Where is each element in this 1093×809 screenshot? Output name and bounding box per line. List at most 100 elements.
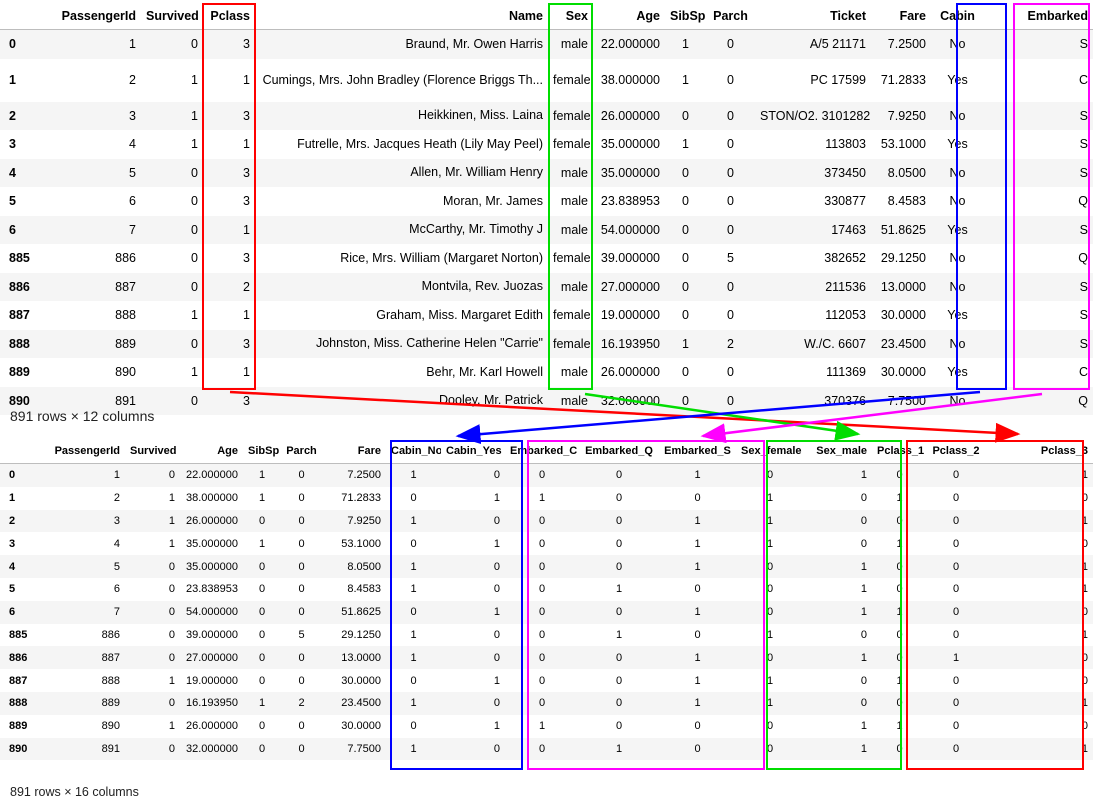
table-row: 1 2 1 38.000000 1 0 71.2833 0 1 1 0 0 1 0 1 0 0 xyxy=(0,487,1093,510)
column-header-sex-male: Sex_male xyxy=(816,445,867,457)
table-row: 885 886 0 3 Rice, Mrs. William (Margaret Nor… xyxy=(0,244,1093,273)
cell-parch: 0 xyxy=(727,108,734,123)
cell-embarked-c: 0 xyxy=(538,742,546,755)
cell-passengerid: 1 xyxy=(129,37,136,52)
cell-survived: 1 xyxy=(168,674,175,687)
cell-fare: 13.0000 xyxy=(341,651,381,664)
cell-embarked-s: 0 xyxy=(694,720,701,733)
row-index: 5 xyxy=(9,194,16,209)
cell-sibsp: 1 xyxy=(682,37,689,52)
table-row: 889 890 1 26.000000 0 0 30.0000 0 1 1 0 0 0 1 1 0 0 xyxy=(0,715,1093,738)
cell-fare: 7.7500 xyxy=(887,393,926,408)
cell-cabin-no: 0 xyxy=(410,537,417,550)
column-header-pclass-3: Pclass_3 xyxy=(1040,445,1088,457)
cell-parch: 0 xyxy=(298,583,305,596)
table1-shape-caption: 891 rows × 12 columns xyxy=(10,408,155,424)
cell-sibsp: 0 xyxy=(258,514,266,527)
cell-fare: 53.1000 xyxy=(341,537,381,550)
cell-sibsp: 1 xyxy=(258,492,266,505)
cell-pclass-3: 1 xyxy=(1081,583,1088,596)
cell-cabin-no: 1 xyxy=(410,469,417,482)
cell-sibsp: 0 xyxy=(258,606,266,619)
cell-sex: female xyxy=(553,108,591,123)
cell-ticket: STON/O2. 3101282 xyxy=(760,108,871,123)
cell-sex-male: 1 xyxy=(860,720,867,733)
cell-sibsp: 0 xyxy=(258,651,266,664)
cell-name: Montvila, Rev. Juozas xyxy=(421,279,543,294)
cell-age: 23.838953 xyxy=(186,583,238,596)
cell-parch: 0 xyxy=(727,365,734,380)
cell-age: 38.000000 xyxy=(186,492,238,505)
cell-passengerid: 6 xyxy=(129,194,136,209)
row-index: 888 xyxy=(9,697,28,710)
column-header-pclass: Pclass xyxy=(210,8,250,23)
table2-body: 0 1 0 22.000000 1 0 7.2500 1 0 0 0 1 0 1 0 0 1 1 2 1 38.0000… xyxy=(0,463,1093,761)
cell-parch: 2 xyxy=(727,336,734,351)
cell-pclass: 3 xyxy=(243,165,250,180)
cell-cabin: Yes xyxy=(947,73,968,87)
cell-ticket: 370376 xyxy=(824,393,866,408)
cell-sibsp: 0 xyxy=(682,165,689,180)
table-row: 888 889 0 3 Johnston, Miss. Catherine Helen … xyxy=(0,329,1093,358)
cell-ticket: 330877 xyxy=(824,194,866,209)
cell-pclass-2: 0 xyxy=(952,514,960,527)
cell-sex-female: 1 xyxy=(766,537,774,550)
cell-embarked-s: 1 xyxy=(694,697,701,710)
cell-passengerid: 7 xyxy=(113,606,120,619)
cell-pclass-1: 0 xyxy=(896,651,903,664)
table-row: 887 888 1 19.000000 0 0 30.0000 0 1 0 0 1 1 0 1 0 0 xyxy=(0,669,1093,692)
column-header-cabin-yes: Cabin_Yes xyxy=(446,445,502,457)
cell-cabin-no: 1 xyxy=(410,628,417,641)
column-header-sex: Sex xyxy=(565,8,588,23)
cell-name: Braund, Mr. Owen Harris xyxy=(405,36,543,51)
cell-passengerid: 890 xyxy=(101,720,120,733)
row-index: 1 xyxy=(9,73,16,87)
cell-cabin-yes: 1 xyxy=(493,720,500,733)
cell-cabin: Yes xyxy=(947,308,968,323)
cell-embarked-c: 1 xyxy=(538,720,546,733)
cell-ticket: W./C. 6607 xyxy=(804,336,866,351)
cell-age: 19.000000 xyxy=(186,674,238,687)
cell-sex: female xyxy=(553,336,591,351)
cell-sibsp: 1 xyxy=(258,537,266,550)
table-row: 3 4 1 1 Futrelle, Mrs. Jacques Heath (Lily M… xyxy=(0,130,1093,159)
row-index: 890 xyxy=(9,742,28,755)
cell-fare: 7.2500 xyxy=(887,37,926,52)
cell-pclass-2: 0 xyxy=(952,628,960,641)
cell-sibsp: 0 xyxy=(682,365,689,380)
cell-sex-female: 0 xyxy=(766,469,774,482)
row-index: 1 xyxy=(9,492,16,505)
cell-sibsp: 0 xyxy=(258,560,266,573)
cell-pclass: 1 xyxy=(243,222,250,237)
cell-parch: 0 xyxy=(727,194,734,209)
row-index: 888 xyxy=(9,336,30,351)
cell-passengerid: 886 xyxy=(101,628,120,641)
row-index: 6 xyxy=(9,222,16,237)
cell-sex-female: 0 xyxy=(766,560,774,573)
cell-ticket: 211536 xyxy=(825,279,866,294)
cell-sex-female: 1 xyxy=(766,697,774,710)
table1-body: 0 1 0 3 Braund, Mr. Owen Harris male 22.000000… xyxy=(0,29,1093,415)
cell-name: Behr, Mr. Karl Howell xyxy=(426,364,543,379)
cell-sex: male xyxy=(560,393,588,408)
row-index: 885 xyxy=(9,251,30,266)
cell-sibsp: 0 xyxy=(258,674,266,687)
table2-header-row: PassengerId Survived Age SibSp Parch Fare Cabi… xyxy=(0,439,1093,464)
cell-embarked-c: 0 xyxy=(538,514,546,527)
cell-parch: 0 xyxy=(298,469,305,482)
cell-name: Graham, Miss. Margaret Edith xyxy=(376,307,543,322)
cell-sex-female: 1 xyxy=(766,628,774,641)
cell-embarked: Q xyxy=(1078,194,1088,209)
column-header-pclass-2: Pclass_2 xyxy=(932,445,980,457)
cell-pclass: 2 xyxy=(243,279,250,294)
cell-sex: female xyxy=(553,308,591,323)
cell-sibsp: 0 xyxy=(682,251,689,266)
cell-fare: 53.1000 xyxy=(880,137,926,152)
cell-sex-male: 0 xyxy=(860,628,867,641)
cell-embarked-c: 0 xyxy=(538,583,546,596)
table-row: 886 887 0 27.000000 0 0 13.0000 1 0 0 0 1 0 1 0 1 0 xyxy=(0,646,1093,670)
cell-name: Cumings, Mrs. John Bradley (Florence Bri… xyxy=(262,72,543,87)
cell-sibsp: 0 xyxy=(682,194,689,209)
cell-embarked-q: 0 xyxy=(615,606,623,619)
cell-survived: 0 xyxy=(168,628,175,641)
